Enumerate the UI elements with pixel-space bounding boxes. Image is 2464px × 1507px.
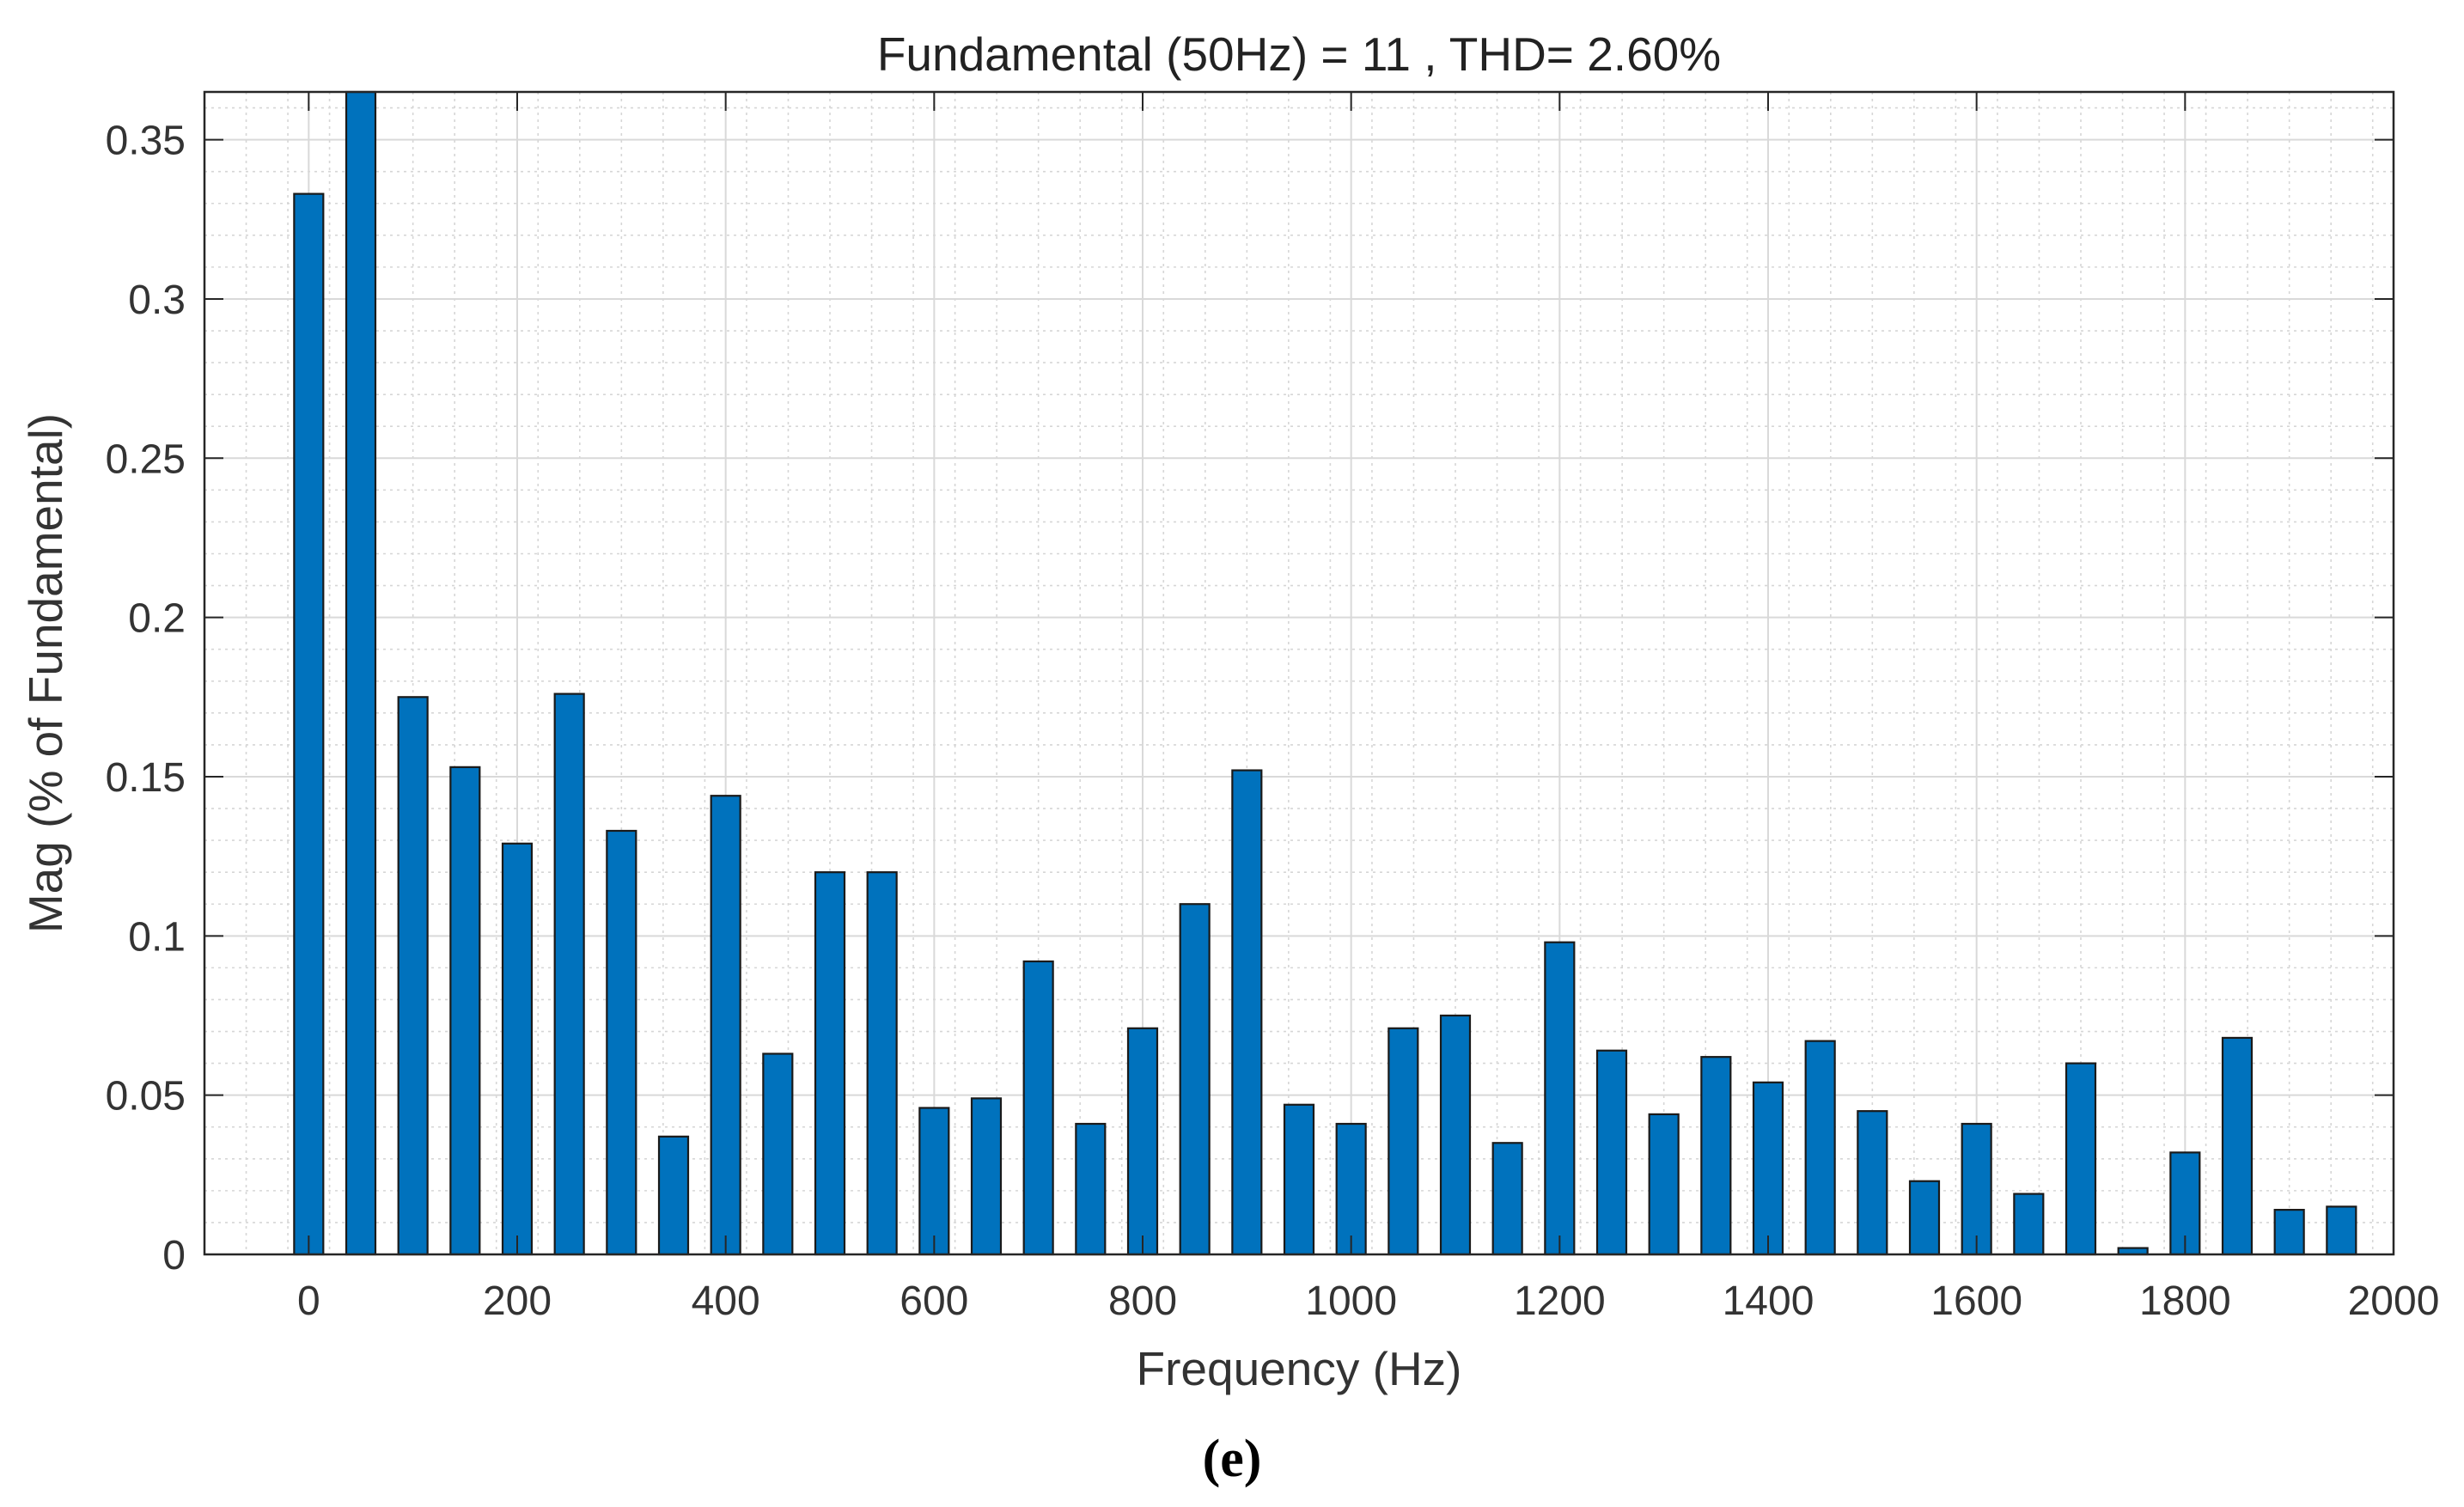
bar (1752, 1081, 1784, 1256)
x-tick-label: 1200 (1514, 1278, 1606, 1324)
x-tick-label: 2000 (2348, 1278, 2440, 1324)
bar (1179, 903, 1211, 1256)
y-tick-label: 0.15 (106, 755, 186, 801)
bar (1283, 1103, 1315, 1256)
y-tick-label: 0 (162, 1233, 186, 1278)
bar (1804, 1040, 1836, 1256)
chart-title: Fundamental (50Hz) = 11 , THD= 2.60% (877, 27, 1721, 81)
bar (970, 1097, 1003, 1256)
bar (553, 692, 585, 1256)
bar (2013, 1193, 2045, 1256)
bar (501, 842, 534, 1256)
bar (1439, 1014, 1472, 1256)
bar (1595, 1049, 1628, 1256)
bar (345, 90, 377, 1256)
bars (293, 90, 2357, 1256)
bar (918, 1107, 950, 1256)
y-tick-label: 0.1 (128, 914, 186, 960)
bar (2273, 1209, 2305, 1256)
x-tick-label: 1400 (1723, 1278, 1814, 1324)
bar (1857, 1110, 1888, 1256)
x-tick-label: 1600 (1930, 1278, 2022, 1324)
figure-caption: (e) (1203, 1430, 1262, 1488)
bar (2221, 1036, 2254, 1256)
x-axis-label: Frequency (Hz) (1137, 1342, 1462, 1395)
ticks (204, 92, 2394, 1255)
bar (1648, 1113, 1680, 1256)
bar (2326, 1205, 2357, 1256)
y-tick-labels: 0 0.05 0.1 0.15 0.2 0.25 0.3 0.35 (106, 119, 186, 1278)
bar (1231, 769, 1263, 1256)
y-tick-label: 0.2 (128, 596, 186, 642)
bar (397, 696, 429, 1256)
x-tick-label: 600 (900, 1278, 968, 1324)
bar (710, 795, 741, 1256)
bar (866, 871, 898, 1256)
bar (657, 1135, 690, 1256)
y-tick-label: 0.05 (106, 1074, 186, 1120)
bar (1700, 1056, 1732, 1256)
bar (1908, 1180, 1941, 1256)
bar (814, 871, 846, 1256)
y-axis-label: Mag (% of Fundamental) (19, 413, 72, 933)
bar (293, 192, 325, 1256)
plot-frame (203, 90, 2395, 1256)
bar (1075, 1122, 1107, 1256)
bar (2065, 1062, 2097, 1256)
bar (1491, 1142, 1523, 1256)
bar (762, 1052, 794, 1256)
bar (1022, 960, 1054, 1256)
x-tick-label: 800 (1108, 1278, 1177, 1324)
x-tick-label: 400 (692, 1278, 760, 1324)
x-tick-label: 1800 (2139, 1278, 2231, 1324)
y-tick-label: 0.3 (128, 278, 186, 323)
bar (1544, 941, 1576, 1256)
bar (1388, 1027, 1419, 1256)
x-tick-label: 0 (297, 1278, 320, 1324)
x-tick-label: 1000 (1305, 1278, 1397, 1324)
x-tick-label: 200 (483, 1278, 552, 1324)
y-tick-label: 0.35 (106, 119, 186, 164)
bar (1961, 1122, 1992, 1256)
bar (1126, 1027, 1159, 1256)
y-tick-label: 0.25 (106, 436, 186, 482)
bar (606, 829, 637, 1256)
bar (449, 766, 481, 1256)
x-tick-labels: 0 200 400 600 800 1000 1200 1400 1600 1800 2000 (297, 1278, 2439, 1324)
bar (1335, 1122, 1367, 1256)
